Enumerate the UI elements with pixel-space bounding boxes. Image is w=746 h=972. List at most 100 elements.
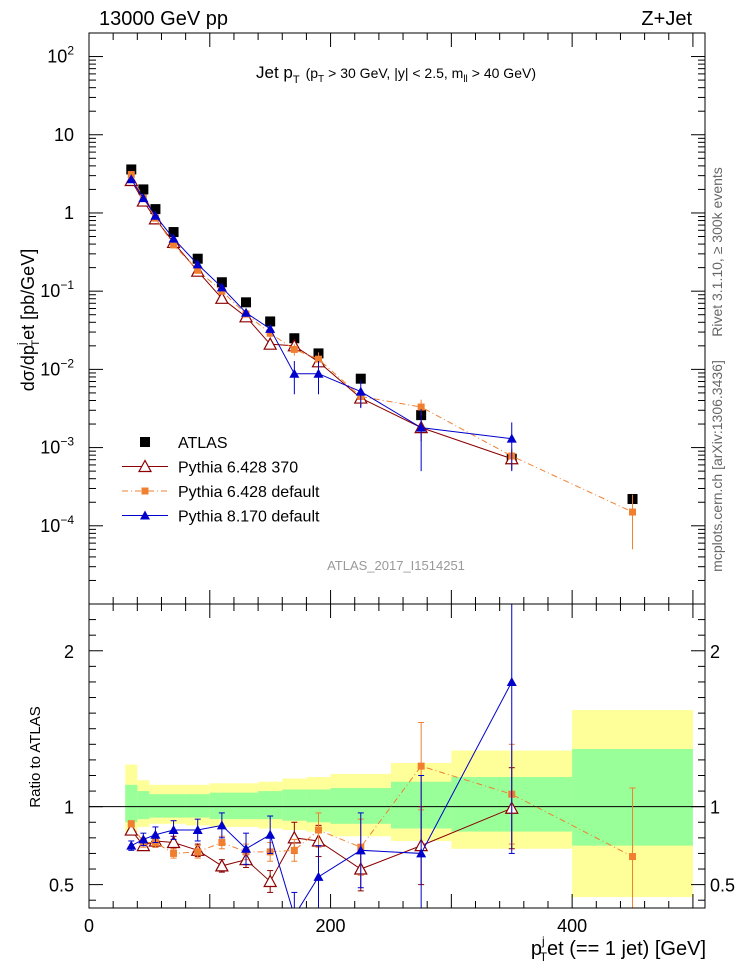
legend-pythia-8-170-default-marker	[140, 510, 150, 520]
main-ytick-label-base: 10	[40, 281, 60, 301]
legend-pythia-6-428-370-label: Pythia 6.428 370	[178, 460, 298, 477]
ratio-pythia-8-170-default-point	[289, 911, 299, 920]
ratio-ytick-label-right: 2	[710, 642, 720, 662]
main-ytick-label: 10−1	[40, 278, 74, 301]
atlas-point	[241, 297, 252, 308]
main-ylabel: dσ/dpj Tet [pb/GeV]	[16, 249, 42, 391]
plot-title-cuts: (p	[306, 65, 319, 81]
pythia-8-170-default-point	[265, 323, 276, 333]
main-ytick-label: 10−3	[40, 435, 74, 458]
ratio-pythia-8-170-default	[126, 604, 517, 920]
series-atlas	[126, 164, 638, 505]
pythia-6-428-default-point	[629, 508, 637, 516]
pythia-6-428-370-point	[214, 291, 229, 304]
analysis-watermark: ATLAS_2017_I1514251	[327, 558, 465, 573]
plot-title-main: Jet p	[256, 63, 293, 82]
atlas-point	[138, 184, 149, 195]
atlas-point	[216, 277, 227, 288]
legend-pythia-6-428-default-marker	[141, 487, 149, 495]
header-right: Z+Jet	[641, 8, 692, 30]
ratio-pythia-6-428-default-point	[417, 762, 425, 770]
main-ytick-label-exp: −3	[60, 435, 74, 449]
series-pythia-8-170-default	[126, 174, 517, 472]
ratio-xtick-label: 400	[557, 916, 587, 936]
ratio-pythia-6-428-default-point	[629, 853, 637, 861]
ratio-axis-ticks: 0.5 0.5 1 1 2 2 0 200 400	[49, 604, 735, 936]
main-ytick-label: 10−2	[40, 356, 74, 379]
main-ytick-label: 10	[54, 125, 74, 145]
main-ytick-label-exp: −2	[60, 356, 74, 370]
ratio-band-inner	[282, 789, 307, 821]
main-ytick-label: 102	[47, 44, 74, 67]
ratio-pythia-8-170-default-point	[126, 840, 137, 850]
ratio-pythia-6-428-default-point	[314, 826, 322, 834]
main-ytick-label-base: 10	[40, 438, 60, 458]
ratio-pythia-6-428-default-point	[290, 846, 298, 854]
plot-title-cuts-sub2: ll	[463, 74, 467, 85]
legend-atlas-marker	[140, 437, 150, 447]
atlas-point	[289, 333, 300, 344]
main-ytick-label-base: 10	[40, 516, 60, 536]
pythia-8-170-default-point	[126, 174, 137, 184]
pythia-8-170-default-point	[241, 307, 252, 317]
atlas-point	[265, 316, 276, 327]
ratio-pythia-8-170-default-point	[265, 829, 276, 839]
main-ytick-label-exp: −4	[60, 513, 74, 527]
ratio-pythia-8-170-default-point	[168, 825, 179, 835]
atlas-point	[126, 164, 137, 175]
pythia-6-428-default-point	[417, 403, 425, 411]
legend-pythia-6-428-default-label: Pythia 6.428 default	[178, 484, 320, 501]
ratio-pythia-6-428-default-point	[170, 849, 178, 857]
atlas-point	[192, 253, 203, 264]
atlas-point	[355, 373, 366, 384]
ratio-pythia-6-428-default-point	[127, 820, 135, 828]
ratio-ylabel: Ratio to ATLAS	[27, 706, 44, 807]
ratio-band-inner	[185, 794, 210, 818]
pythia-6-428-default-point	[170, 241, 178, 249]
ratio-pythia-6-428-370-point	[263, 874, 278, 888]
ratio-pythia-6-428-370-point	[214, 858, 229, 872]
ratio-pythia-6-428-default-point	[218, 839, 226, 847]
ratio-band-inner	[258, 791, 283, 820]
ratio-pythia-6-428-default-line	[130, 765, 633, 857]
xlabel: pj Tet (== 1 jet) [GeV]	[531, 934, 706, 964]
ratio-pythia-6-428-370-point	[166, 835, 181, 849]
ratio-panel-frame	[88, 603, 706, 909]
ratio-band-inner	[233, 792, 259, 820]
ratio-pythia-8-170-default-point	[150, 829, 161, 839]
pythia-8-170-default-point	[216, 282, 227, 292]
xlabel-sub: T	[540, 950, 548, 964]
main-ytick-label-exp: −1	[60, 278, 74, 292]
plot-title-cuts-sub: T	[318, 74, 324, 85]
ratio-pythia-8-170-default-point	[241, 843, 252, 853]
legend-atlas-label: ATLAS	[178, 435, 228, 452]
pythia-8-170-default-point	[168, 233, 179, 243]
legend: ATLAS Pythia 6.428 370 Pythia 6.428 defaul…	[122, 435, 320, 526]
plot-title-cuts-end: > 40 GeV)	[472, 65, 536, 81]
atlas-point	[168, 227, 179, 238]
plot-title-sub: T	[293, 74, 300, 86]
main-ylabel-sub: T	[30, 340, 42, 347]
pythia-8-170-default-point	[150, 210, 161, 220]
pythia-8-170-default-point	[506, 433, 517, 443]
pythia-6-428-default-point	[314, 355, 322, 363]
ratio-pythia-8-170-default-point	[416, 848, 427, 858]
atlas-point	[150, 204, 161, 215]
plot-title: Jet pT (pT > 30 GeV, |y| < 2.5, mll > 40 Ge…	[256, 63, 536, 86]
ratio-ytick-label: 1	[64, 798, 74, 818]
mcplots-label: mcplots.cern.ch [arXiv:1306.3436]	[709, 360, 725, 572]
legend-pythia-8-170-default-label: Pythia 8.170 default	[178, 509, 320, 526]
ratio-ytick-label-right: 0.5	[710, 876, 735, 896]
main-ytick-label-base: 10	[40, 359, 60, 379]
ratio-series-layer	[124, 604, 637, 920]
ratio-band-inner	[161, 794, 186, 818]
ratio-band-inner	[125, 784, 138, 823]
plot-title-cuts-rest: > 30 GeV, |y| < 2.5, m	[328, 65, 463, 81]
header-left: 13000 GeV pp	[99, 8, 228, 30]
pythia-8-170-default-point	[416, 422, 427, 432]
pythia-8-170-default-point	[355, 386, 366, 396]
pythia-6-428-370-point	[263, 336, 278, 350]
ratio-pythia-8-170-default-point	[216, 820, 227, 830]
ratio-pythia-6-428-default-point	[194, 848, 202, 856]
